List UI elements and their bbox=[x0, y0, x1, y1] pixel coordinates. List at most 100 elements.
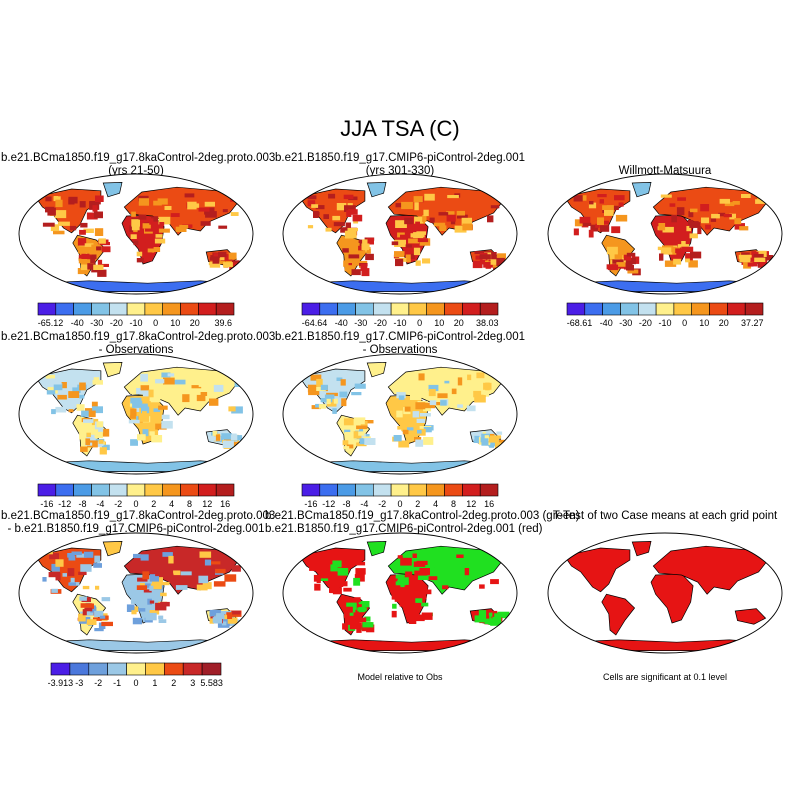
colorbar-tick-label: -68.61 bbox=[567, 318, 593, 328]
colorbar-swatch bbox=[408, 302, 427, 316]
colorbar-tick-label: -16 bbox=[304, 499, 317, 509]
colorbar-tick-label: 3 bbox=[190, 678, 195, 688]
colorbar-swatch bbox=[691, 302, 710, 316]
colorbar-tick-label: -64.64 bbox=[302, 318, 328, 328]
colorbar-swatch bbox=[355, 302, 374, 316]
colorbar-swatch bbox=[372, 302, 392, 316]
panel-title-line: b.e21.BCma1850.f19_g17.8kaControl-2deg.p… bbox=[1, 152, 276, 164]
colorbar-tick-label: 1 bbox=[152, 678, 157, 688]
colorbar-swatch bbox=[37, 302, 57, 316]
colorbar-tick-label: 20 bbox=[454, 318, 464, 328]
colorbar-tick-label: -1 bbox=[113, 678, 121, 688]
colorbar-tick-label: 20 bbox=[719, 318, 729, 328]
colorbar-tick-label: -2 bbox=[114, 499, 122, 509]
map-p7 bbox=[18, 532, 254, 654]
map-border bbox=[282, 353, 518, 475]
map-border bbox=[18, 173, 254, 295]
map-p5 bbox=[282, 353, 518, 475]
colorbar-tick-label: -40 bbox=[335, 318, 348, 328]
continent-greenland bbox=[102, 362, 123, 378]
colorbar-swatch bbox=[673, 302, 693, 316]
colorbar-tick-label: -16 bbox=[40, 499, 53, 509]
colorbar-swatch bbox=[126, 483, 146, 497]
colorbar-swatch bbox=[144, 483, 163, 497]
colorbar-swatch bbox=[182, 662, 203, 676]
colorbar-p7: -3.913 -3 -2 -1 0 1 2 3 5.583 bbox=[48, 662, 223, 688]
colorbar-tick-label: -3.913 bbox=[48, 678, 74, 688]
colorbar-swatch bbox=[655, 302, 675, 316]
panel-title-line: (yrs 301-330) bbox=[365, 165, 435, 177]
colorbar-p3: -68.61 -40 -30 -20 -10 0 10 20 37.27 bbox=[566, 302, 764, 328]
panel-title-line: b.e21.B1850.f19_g17.CMIP6-piControl-2deg… bbox=[275, 331, 525, 343]
colorbar-swatch bbox=[109, 483, 128, 497]
colorbar-swatch bbox=[462, 302, 481, 316]
colorbar-tick-label: 10 bbox=[699, 318, 709, 328]
map-p9 bbox=[547, 532, 783, 654]
colorbar-swatch bbox=[109, 302, 128, 316]
colorbar-swatch bbox=[319, 483, 338, 497]
continent-greenland bbox=[631, 182, 652, 198]
map-p2 bbox=[282, 173, 518, 295]
panel-title-p5: b.e21.B1850.f19_g17.CMIP6-piControl-2deg… bbox=[265, 331, 535, 357]
panel-title-line: b.e21.BCma1850.f19_g17.8kaControl-2deg.p… bbox=[265, 510, 580, 522]
panel-title-line: - Observations bbox=[98, 344, 174, 356]
colorbar-swatch bbox=[164, 662, 184, 676]
panel-title-line: - Observations bbox=[362, 344, 438, 356]
colorbar-tick-label: 12 bbox=[202, 499, 212, 509]
panel-footer-p9: Cells are significant at 0.1 level bbox=[602, 672, 728, 682]
colorbar-tick-label: 4 bbox=[433, 499, 438, 509]
colorbar-swatch bbox=[198, 302, 217, 316]
colorbar-swatch bbox=[727, 302, 746, 316]
continent-africa bbox=[650, 573, 694, 624]
colorbar-tick-label: 16 bbox=[220, 499, 230, 509]
colorbar-swatch bbox=[744, 302, 764, 316]
continent-greenland bbox=[366, 362, 387, 378]
colorbar-tick-label: -30 bbox=[619, 318, 632, 328]
colorbar-swatch bbox=[162, 483, 181, 497]
colorbar-tick-label: -20 bbox=[110, 318, 123, 328]
colorbar-swatch bbox=[73, 302, 92, 316]
colorbar-tick-label: -10 bbox=[129, 318, 142, 328]
panel-title-line: b.e21.BCma1850.f19_g17.8kaControl-2deg.p… bbox=[1, 510, 276, 522]
colorbar-tick-label: -2 bbox=[94, 678, 102, 688]
colorbar-swatch bbox=[301, 302, 321, 316]
panel-title-line: b.e21.B1850.f19_g17.CMIP6-piControl-2deg… bbox=[265, 523, 543, 535]
colorbar-swatch bbox=[69, 662, 90, 676]
colorbar-tick-label: -3 bbox=[75, 678, 83, 688]
map-p1 bbox=[18, 173, 254, 295]
panel-title-line: b.e21.B1850.f19_g17.CMIP6-piControl-2deg… bbox=[275, 152, 525, 164]
colorbar-swatch bbox=[372, 483, 392, 497]
colorbar-swatch bbox=[462, 483, 481, 497]
colorbar-swatch bbox=[73, 483, 92, 497]
colorbar-swatch bbox=[201, 662, 222, 676]
colorbar-swatch bbox=[390, 302, 410, 316]
panel-title-line: b.e21.BCma1850.f19_g17.8kaControl-2deg.p… bbox=[1, 331, 276, 343]
colorbar-swatch bbox=[337, 483, 356, 497]
colorbar-swatch bbox=[88, 662, 109, 676]
colorbar-tick-label: -20 bbox=[639, 318, 652, 328]
page-title: JJA TSA (C) bbox=[340, 116, 460, 141]
colorbar-swatch bbox=[408, 483, 427, 497]
colorbar-tick-label: 8 bbox=[451, 499, 456, 509]
colorbar-tick-label: -10 bbox=[658, 318, 671, 328]
colorbar-swatch bbox=[637, 302, 657, 316]
panel-title-p7: b.e21.BCma1850.f19_g17.8kaControl-2deg.p… bbox=[1, 510, 276, 536]
colorbar-swatch bbox=[479, 302, 499, 316]
colorbar-swatch bbox=[91, 483, 110, 497]
colorbar-swatch bbox=[215, 483, 235, 497]
colorbar-tick-label: 2 bbox=[415, 499, 420, 509]
panel-title-p8: b.e21.BCma1850.f19_g17.8kaControl-2deg.p… bbox=[265, 510, 580, 536]
continent-eurasia bbox=[652, 545, 769, 595]
colorbar-tick-label: -10 bbox=[393, 318, 406, 328]
colorbar-p1: -65.12 -40 -30 -20 -10 0 10 20 39.6 bbox=[37, 302, 235, 328]
colorbar-tick-label: 16 bbox=[484, 499, 494, 509]
continent-australia bbox=[734, 608, 767, 625]
colorbar-swatch bbox=[566, 302, 586, 316]
colorbar-swatch bbox=[444, 483, 463, 497]
colorbar-swatch bbox=[620, 302, 639, 316]
colorbar-tick-label: 0 bbox=[133, 678, 138, 688]
panel-title-p3: Willmott-Matsuura bbox=[530, 152, 800, 178]
map-border bbox=[547, 173, 783, 295]
colorbar-swatch bbox=[319, 302, 338, 316]
